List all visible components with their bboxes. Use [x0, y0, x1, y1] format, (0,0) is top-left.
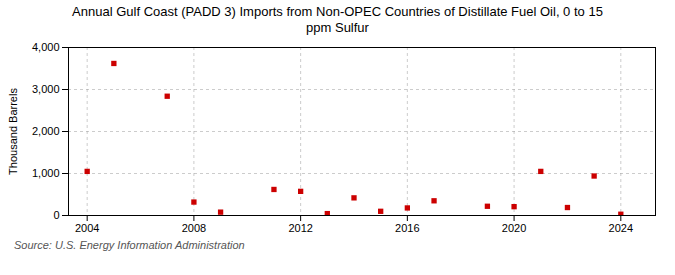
svg-text:2020: 2020	[502, 222, 526, 234]
svg-text:1,000: 1,000	[32, 167, 60, 179]
svg-text:Thousand Barrels: Thousand Barrels	[7, 87, 19, 174]
svg-text:2008: 2008	[182, 222, 206, 234]
svg-text:2004: 2004	[75, 222, 99, 234]
svg-text:2,000: 2,000	[32, 125, 60, 137]
svg-text:2016: 2016	[395, 222, 419, 234]
svg-text:2024: 2024	[609, 222, 633, 234]
html-text:Annual Gulf Coast (PADD 3) Imp: Annual Gulf Coast (PADD 3) Imports from …	[72, 4, 603, 36]
svg-text:3,000: 3,000	[32, 83, 60, 95]
svg-text:2012: 2012	[288, 222, 312, 234]
svg-text:0: 0	[53, 209, 59, 221]
html-text:Source: U.S. Energy Informatio: Source: U.S. Energy Information Administ…	[14, 238, 245, 251]
svg-text:4,000: 4,000	[32, 41, 60, 53]
